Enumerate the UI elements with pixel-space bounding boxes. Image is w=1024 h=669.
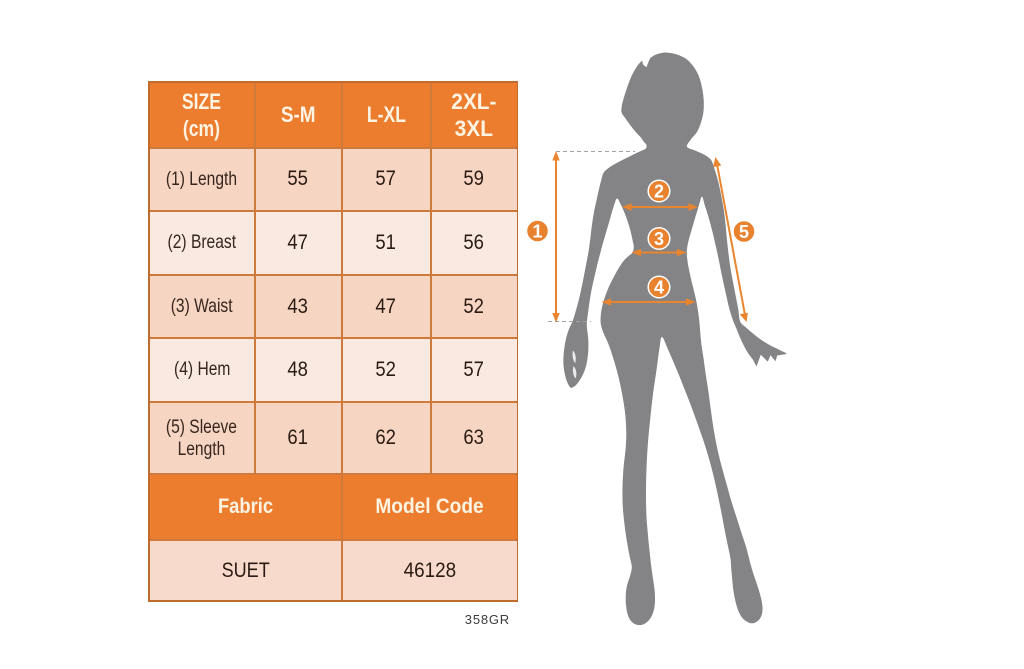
svg-text:3: 3 [654,229,664,249]
svg-text:1: 1 [532,222,542,242]
svg-text:2: 2 [654,182,664,202]
svg-text:4: 4 [654,278,664,298]
svg-text:5: 5 [739,222,749,242]
